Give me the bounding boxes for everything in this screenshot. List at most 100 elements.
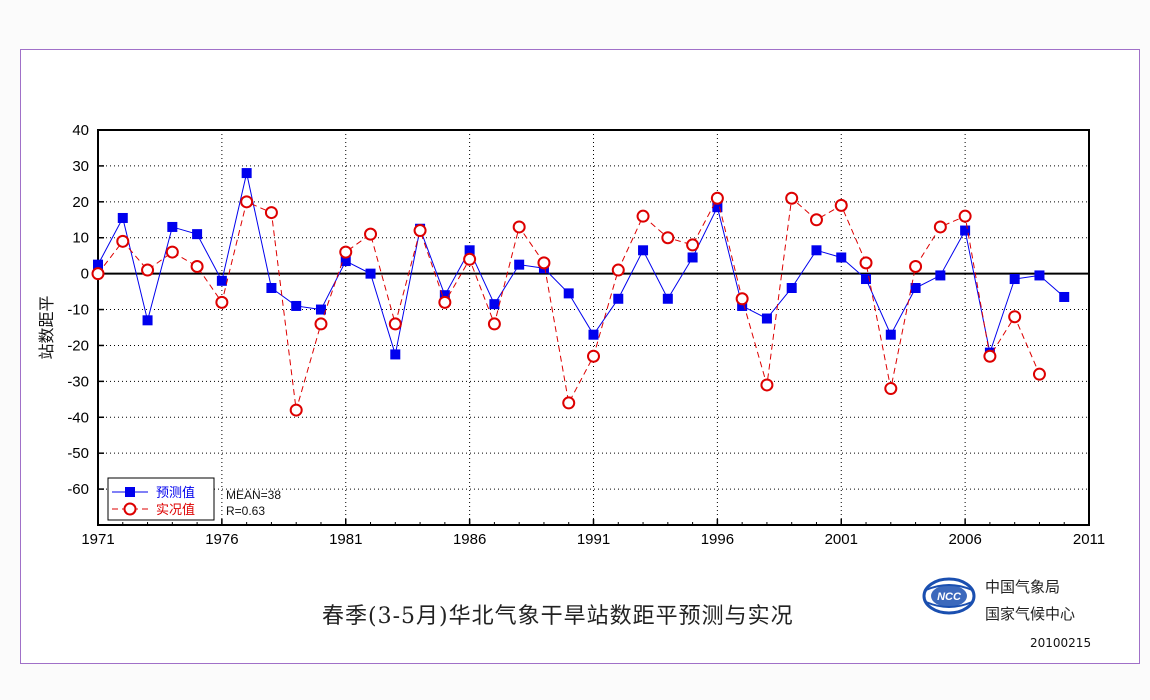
- data-point: [737, 300, 748, 311]
- org-name-ncc: 国家气候中心: [985, 605, 1076, 623]
- data-point: [761, 313, 772, 324]
- stat-r: R=0.63: [226, 504, 265, 518]
- data-point: [563, 288, 574, 299]
- data-point: [266, 283, 277, 293]
- data-point: [562, 396, 576, 410]
- data-point: [834, 198, 848, 212]
- data-point: [167, 221, 178, 232]
- data-point: [885, 329, 896, 340]
- data-point: [588, 329, 599, 340]
- data-point: [215, 295, 229, 309]
- y-tick-label: 30: [72, 158, 89, 175]
- data-point: [785, 191, 799, 205]
- data-point: [117, 212, 128, 223]
- data-point: [291, 300, 302, 311]
- data-point: [587, 349, 600, 363]
- y-tick-label: -40: [67, 409, 89, 426]
- ncc-logo-icon: NCC: [922, 577, 976, 615]
- data-point: [289, 403, 303, 417]
- data-point: [241, 168, 252, 179]
- x-tick-label: 1981: [329, 531, 362, 548]
- data-point: [1034, 270, 1045, 281]
- series-line: [97, 172, 1065, 355]
- y-tick-label: 40: [72, 122, 89, 139]
- y-tick-label: -60: [67, 481, 89, 498]
- data-point: [512, 220, 526, 234]
- x-tick-label: 2001: [825, 531, 858, 548]
- data-point: [613, 293, 624, 304]
- logo-text: NCC: [937, 591, 962, 603]
- series-2: [91, 191, 1046, 417]
- data-point: [141, 263, 155, 277]
- data-point: [1009, 274, 1020, 285]
- data-point: [438, 295, 452, 309]
- data-point: [364, 227, 378, 241]
- data-point: [809, 213, 823, 227]
- data-point: [686, 238, 700, 252]
- chart-title: 春季(3-5月)华北气象干旱站数距平预测与实况: [322, 604, 794, 629]
- data-point: [983, 349, 997, 363]
- data-point: [836, 252, 847, 263]
- y-tick-label: -10: [67, 302, 89, 319]
- data-point: [264, 206, 278, 220]
- x-tick-label: 1986: [453, 531, 486, 548]
- x-tick-label: 1996: [701, 531, 734, 548]
- data-point: [365, 268, 376, 279]
- data-point: [710, 191, 724, 205]
- data-point: [240, 195, 254, 209]
- data-point: [439, 290, 450, 301]
- data-point: [636, 209, 650, 223]
- series-1: [93, 168, 1070, 360]
- data-point: [935, 270, 946, 281]
- data-point: [487, 317, 501, 331]
- data-point: [958, 209, 972, 223]
- x-tick-label: 1976: [205, 531, 238, 548]
- chart-frame: [20, 49, 1140, 664]
- data-point: [537, 256, 551, 270]
- x-tick-label: 1971: [81, 531, 114, 548]
- org-name-cma: 中国气象局: [985, 578, 1061, 596]
- legend-label: 实况值: [156, 502, 195, 518]
- y-tick-label: -50: [67, 445, 89, 462]
- data-point: [339, 245, 353, 259]
- data-point: [811, 245, 822, 256]
- data-point: [884, 382, 898, 396]
- data-point: [1059, 291, 1070, 302]
- data-point: [786, 283, 797, 293]
- plot-border: [97, 129, 1090, 526]
- y-tick-label: -20: [67, 337, 89, 354]
- data-point: [190, 259, 204, 273]
- data-point: [463, 252, 477, 266]
- issue-date: 20100215: [1030, 636, 1092, 650]
- data-point: [960, 225, 971, 236]
- data-point: [861, 274, 872, 285]
- data-point: [638, 245, 649, 256]
- data-point: [116, 234, 130, 248]
- data-point: [388, 317, 402, 331]
- y-tick-label: 0: [81, 266, 89, 283]
- data-point: [910, 283, 921, 293]
- data-point: [909, 259, 923, 273]
- data-point: [1008, 310, 1022, 324]
- stat-mean: MEAN=38: [226, 488, 281, 502]
- data-point: [1032, 367, 1046, 381]
- data-point: [93, 259, 103, 270]
- data-point: [514, 259, 525, 270]
- data-point: [464, 245, 475, 256]
- grid: [98, 130, 1089, 525]
- y-axis-label: 站数距平: [37, 295, 56, 359]
- data-point: [165, 245, 179, 259]
- data-point: [489, 299, 500, 310]
- data-point: [413, 224, 427, 238]
- data-point: [142, 315, 153, 326]
- x-tick-label: 1991: [577, 531, 610, 548]
- data-point: [760, 378, 774, 392]
- y-tick-label: 10: [72, 230, 89, 247]
- data-point: [661, 231, 675, 245]
- x-tick-label: 2006: [948, 531, 981, 548]
- series-line: [97, 196, 1040, 411]
- legend-label: 预测值: [156, 485, 195, 501]
- data-point: [933, 220, 947, 234]
